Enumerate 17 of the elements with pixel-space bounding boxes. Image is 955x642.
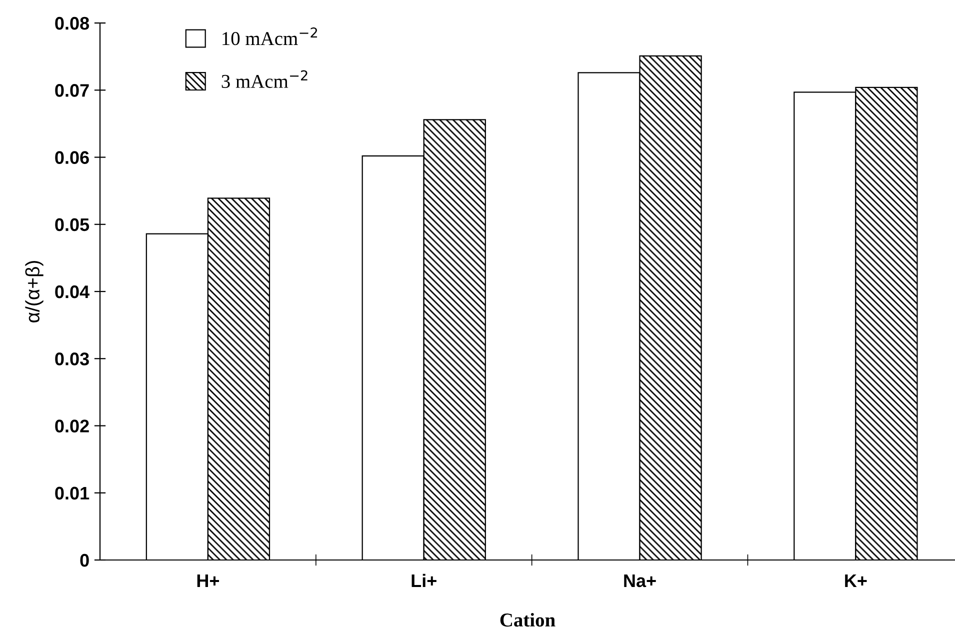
y-tick-label: 0.08 <box>55 16 90 30</box>
y-tick-label: 0 <box>80 554 89 567</box>
y-tick-label: 0.05 <box>55 218 90 232</box>
y-axis-title: α/(α+β) <box>25 261 44 322</box>
y-tick-label: 0.03 <box>55 352 89 366</box>
legend-label: 3 mAcm$^{−2}$ <box>222 70 308 88</box>
x-tick-label: H+ <box>197 574 220 587</box>
x-axis-title: Cation <box>500 612 556 627</box>
x-tick-label: K+ <box>845 574 867 587</box>
legend-label: 10 mAcm$^{−2}$ <box>222 27 318 46</box>
x-tick-label: Na+ <box>624 574 656 588</box>
x-tick-label: Li+ <box>412 574 436 587</box>
y-tick-label: 0.07 <box>55 84 89 97</box>
y-tick-label: 0.04 <box>55 285 90 298</box>
y-tick-label: 0.06 <box>55 151 89 164</box>
y-tick-label: 0.01 <box>55 486 90 500</box>
y-tick-label: 0.02 <box>55 420 89 432</box>
